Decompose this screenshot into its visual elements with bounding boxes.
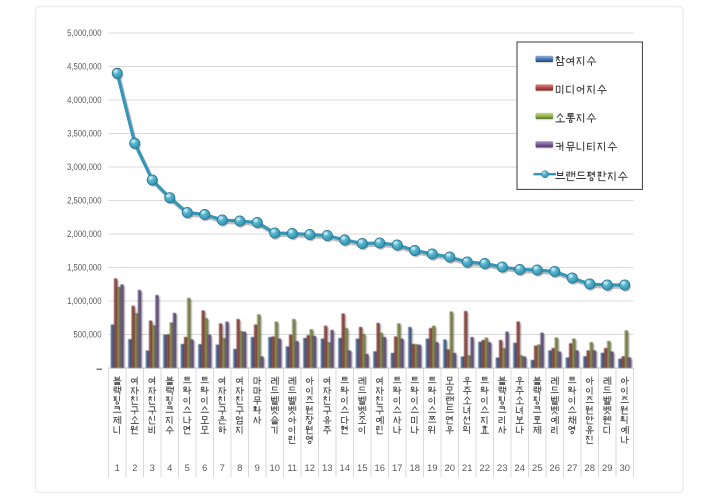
svg-text:4: 4 — [167, 462, 172, 473]
svg-text:22: 22 — [480, 462, 490, 473]
svg-text:15: 15 — [357, 462, 367, 473]
svg-text:25: 25 — [532, 462, 542, 473]
svg-text:500,000: 500,000 — [74, 330, 102, 340]
svg-text:3,000,000: 3,000,000 — [67, 162, 101, 172]
svg-text:6: 6 — [202, 462, 207, 473]
svg-text:17: 17 — [392, 462, 402, 473]
svg-text:9: 9 — [255, 462, 260, 473]
svg-text:27: 27 — [567, 462, 577, 473]
svg-text:23: 23 — [497, 462, 507, 473]
svg-text:28: 28 — [585, 462, 595, 473]
svg-text:13: 13 — [322, 462, 332, 473]
svg-text:4,500,000: 4,500,000 — [67, 62, 101, 72]
svg-text:3,500,000: 3,500,000 — [67, 129, 101, 139]
svg-text:10: 10 — [270, 462, 280, 473]
svg-text:30: 30 — [620, 462, 630, 473]
svg-text:12: 12 — [305, 462, 315, 473]
svg-text:16: 16 — [375, 462, 385, 473]
svg-text:21: 21 — [462, 462, 472, 473]
svg-text:2,500,000: 2,500,000 — [67, 196, 101, 206]
svg-text:1: 1 — [115, 462, 120, 473]
svg-text:11: 11 — [287, 462, 297, 473]
svg-text:14: 14 — [340, 462, 350, 473]
svg-text:8: 8 — [237, 462, 242, 473]
svg-text:19: 19 — [427, 462, 437, 473]
svg-text:2: 2 — [132, 462, 137, 473]
svg-text:4,000,000: 4,000,000 — [67, 95, 101, 105]
svg-text:5: 5 — [185, 462, 190, 473]
svg-text:20: 20 — [445, 462, 455, 473]
svg-text:24: 24 — [515, 462, 525, 473]
svg-text:2,000,000: 2,000,000 — [67, 229, 101, 239]
svg-text:1,500,000: 1,500,000 — [67, 263, 101, 273]
svg-text:26: 26 — [550, 462, 560, 473]
svg-text:5,000,000: 5,000,000 — [67, 28, 101, 38]
svg-text:29: 29 — [602, 462, 612, 473]
svg-text:18: 18 — [410, 462, 420, 473]
svg-text:7: 7 — [220, 462, 225, 473]
svg-text:1,000,000: 1,000,000 — [67, 296, 101, 306]
svg-text:3: 3 — [150, 462, 155, 473]
